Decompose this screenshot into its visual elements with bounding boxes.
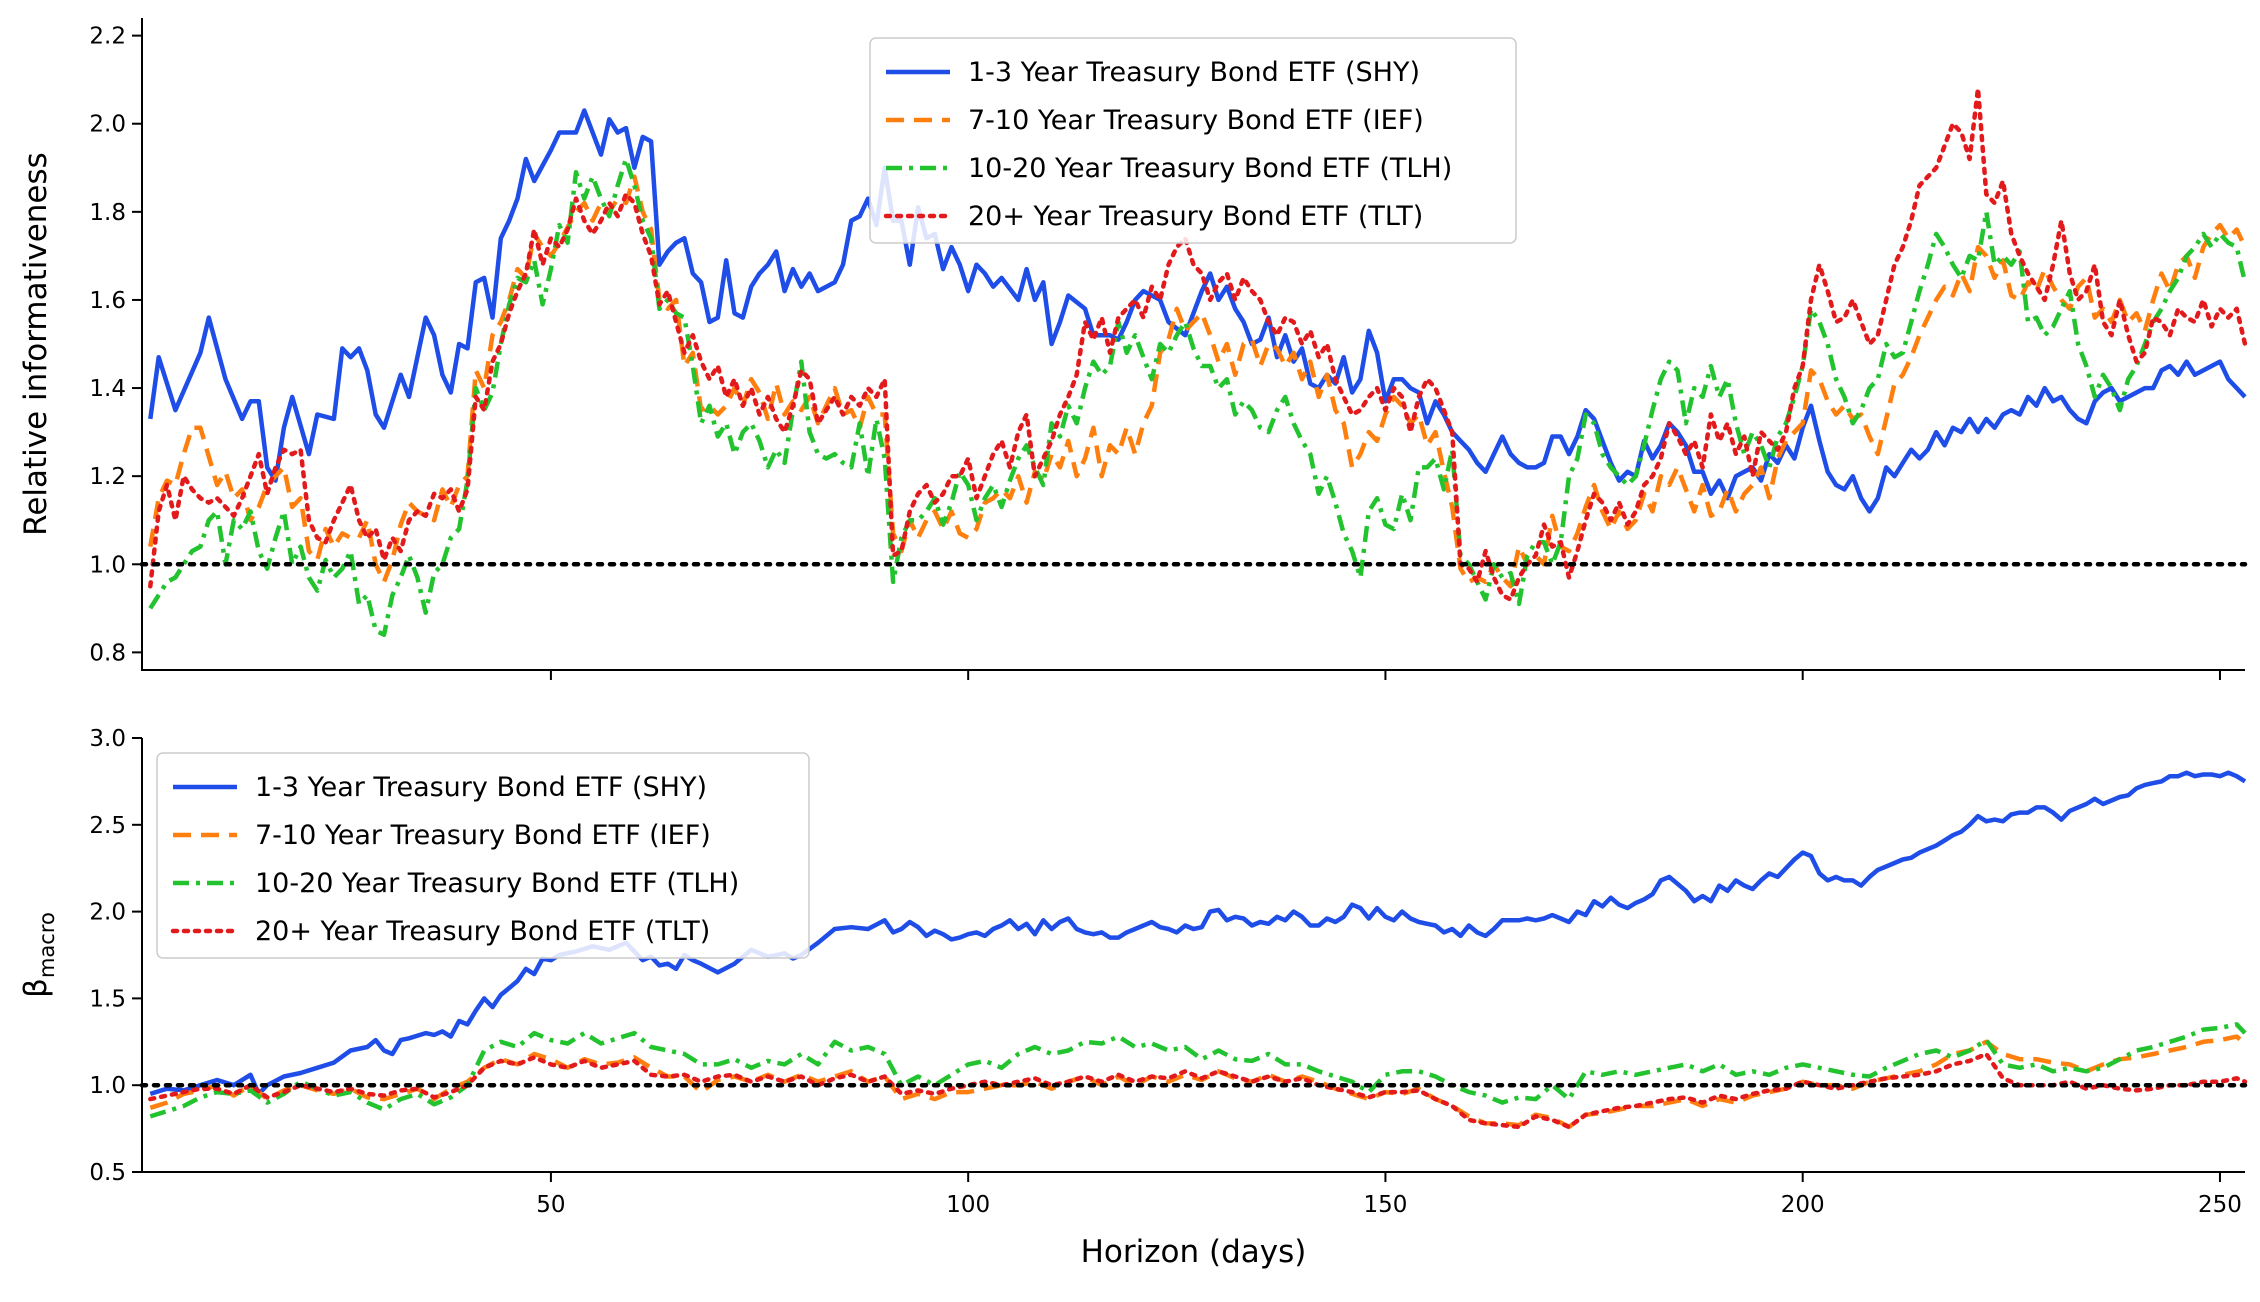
legend: 1-3 Year Treasury Bond ETF (SHY) 7-10 Yea… <box>869 37 1517 244</box>
y-axis-label: Relative informativeness <box>18 152 54 536</box>
legend-box <box>156 752 810 959</box>
series-line-1 <box>148 174 2248 589</box>
x-tick-label: 250 <box>2198 1192 2242 1218</box>
informativeness-panel: 0.8 1.0 1.2 1.4 1.6 1.8 2.0 2.2 Relative informa… <box>18 18 2248 680</box>
legend-entry-label: 7-10 Year Treasury Bond ETF (IEF) <box>968 105 1424 136</box>
beta-macro-panel: 0.5 1.0 1.5 2.0 2.5 3.0 50 100 150 200 250 βmacro Ho… <box>18 726 2248 1270</box>
y-axis-label: βmacro <box>18 912 59 998</box>
legend-entry-label: 1-3 Year Treasury Bond ETF (SHY) <box>968 57 1420 88</box>
legend-entry-label: 10-20 Year Treasury Bond ETF (TLH) <box>968 153 1452 184</box>
x-tick-label: 50 <box>536 1192 565 1218</box>
y-tick-label: 2.2 <box>89 24 126 50</box>
y-tick-label: 0.5 <box>89 1160 126 1186</box>
y-tick-label: 1.0 <box>89 552 126 578</box>
legend-entry-label: 10-20 Year Treasury Bond ETF (TLH) <box>255 868 739 899</box>
y-tick-label: 2.5 <box>89 813 126 839</box>
y-tick-label: 2.0 <box>89 900 126 926</box>
x-axis-label: Horizon (days) <box>1081 1234 1307 1270</box>
axis-spines <box>141 18 2245 671</box>
series-line-0 <box>148 108 2247 514</box>
series-line-2 <box>149 1022 2247 1119</box>
y-tick-label: 3.0 <box>89 726 126 752</box>
y-tick-label: 1.5 <box>89 986 126 1012</box>
legend: 1-3 Year Treasury Bond ETF (SHY) 7-10 Yea… <box>156 752 810 959</box>
y-tick-label: 1.2 <box>89 464 126 490</box>
y-tick-label: 1.4 <box>89 376 126 402</box>
y-tick-label: 0.8 <box>89 640 126 666</box>
y-tick-label: 1.6 <box>89 288 126 314</box>
x-tick-label: 200 <box>1781 1192 1825 1218</box>
legend-box <box>869 37 1517 244</box>
x-tick-label: 100 <box>946 1192 990 1218</box>
series-line-3 <box>148 86 2248 602</box>
y-tick-label: 2.0 <box>89 112 126 138</box>
y-tick-label: 1.8 <box>89 200 126 226</box>
y-tick-label: 1.0 <box>89 1073 126 1099</box>
legend-entry-label: 20+ Year Treasury Bond ETF (TLT) <box>968 201 1423 232</box>
legend-entry-label: 1-3 Year Treasury Bond ETF (SHY) <box>255 772 707 803</box>
legend-entry-label: 7-10 Year Treasury Bond ETF (IEF) <box>255 820 711 851</box>
legend-entry-label: 20+ Year Treasury Bond ETF (TLT) <box>255 916 710 947</box>
x-tick-label: 150 <box>1363 1192 1407 1218</box>
series-line-3 <box>148 1051 2248 1130</box>
